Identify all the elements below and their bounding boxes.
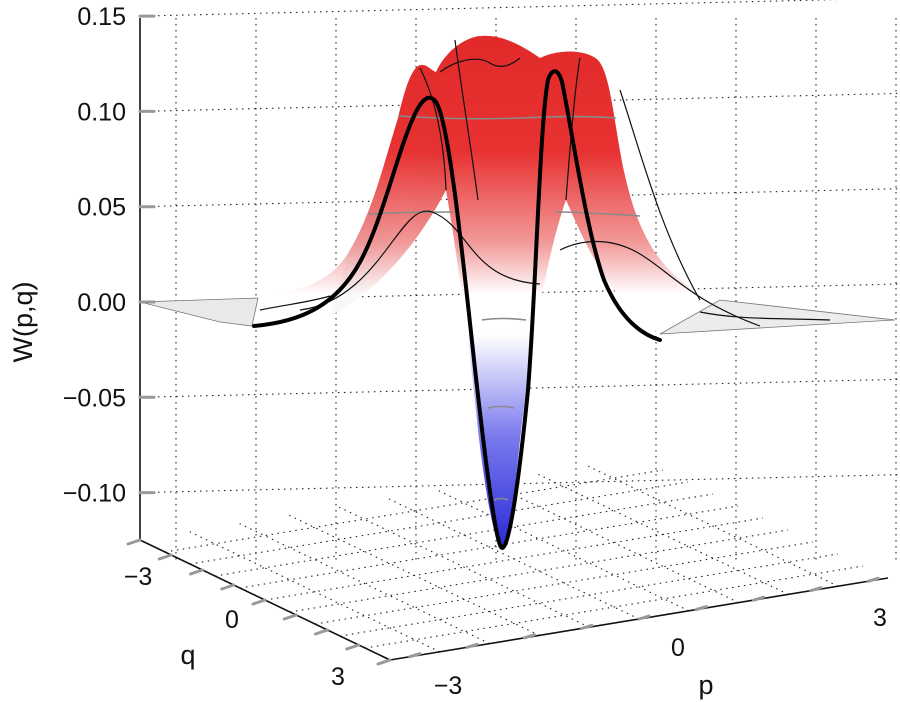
p-tick-label: 3 — [873, 604, 887, 632]
z-tick-label: −0.10 — [63, 480, 126, 508]
z-axis: 0.15 0.10 0.05 0.00 −0.05 −0.10 — [63, 3, 156, 508]
surface-floor-left — [139, 297, 259, 327]
surface — [139, 35, 896, 550]
p-tick-label: −3 — [434, 672, 463, 700]
p-tick-mark — [522, 633, 536, 640]
q-tick-label: −3 — [124, 563, 153, 591]
q-tick-mark — [345, 643, 361, 651]
z-tick-label: 0.10 — [77, 98, 126, 126]
p-axis-title: p — [698, 670, 713, 700]
q-axis: −3 0 3 — [124, 538, 392, 691]
q-tick-mark — [251, 598, 267, 606]
q-tick-mark — [189, 568, 204, 576]
p-tick-mark — [637, 614, 651, 621]
p-tick-mark — [408, 652, 422, 659]
highlight-curve — [252, 69, 662, 550]
q-tick-mark — [282, 613, 298, 621]
z-tick-label: 0.05 — [77, 194, 126, 222]
z-tick-label: 0.15 — [77, 3, 126, 31]
surface-contours — [367, 115, 641, 501]
q-tick-label: 3 — [331, 663, 345, 691]
p-tick-label: 0 — [671, 634, 685, 662]
p-tick-mark — [866, 576, 880, 583]
surface-mesh-lines — [259, 39, 831, 327]
q-tick-label: 0 — [225, 606, 239, 634]
p-tick-mark — [752, 595, 766, 602]
q-tick-mark — [157, 553, 173, 561]
p-tick-mark — [809, 586, 823, 593]
p-tick-mark — [694, 605, 708, 612]
q-axis-title: q — [180, 640, 195, 670]
z-tick-label: 0.00 — [77, 289, 126, 317]
q-tick-mark — [126, 538, 142, 546]
q-tick-mark — [314, 628, 329, 636]
q-tick-mark — [376, 658, 392, 666]
q-tick-mark — [220, 583, 236, 591]
z-axis-title: W(p,q) — [8, 282, 38, 363]
z-tick-label: −0.05 — [63, 384, 126, 412]
surface-floor-right — [659, 299, 896, 335]
p-tick-mark — [465, 642, 479, 649]
p-axis: −3 0 3 — [408, 576, 887, 700]
grid-floor — [164, 465, 864, 653]
p-tick-mark — [580, 623, 594, 630]
